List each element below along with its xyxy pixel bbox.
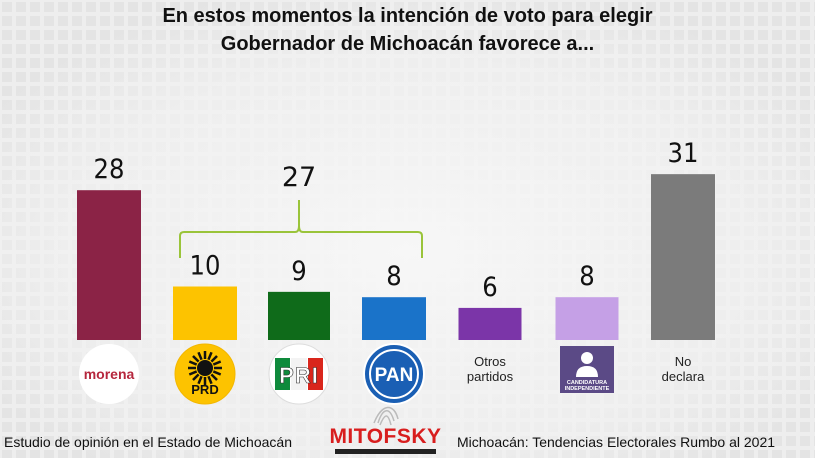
prd-sun-ray-11 (197, 351, 203, 361)
bracket-label: 27 (282, 162, 316, 193)
independiente-body (576, 366, 598, 377)
bar-0 (77, 190, 141, 340)
pri-white-stripe (291, 358, 307, 390)
prd-sun-ray-6 (192, 373, 200, 381)
otros-label-line1: Otros (474, 354, 506, 369)
independiente-head (581, 352, 593, 364)
title-line-1: En estos momentos la intención de voto p… (162, 5, 653, 27)
prd-sun-ray-5 (197, 375, 203, 385)
brand-subbar (335, 449, 436, 454)
bar-2 (268, 291, 330, 340)
pan-logo-icon (363, 343, 425, 405)
prd-logo-label: PRD (191, 382, 218, 397)
morena-logo-icon (79, 344, 139, 404)
bar-3 (362, 297, 426, 340)
otros-label-line2: partidos (467, 369, 514, 384)
independiente-label-line1: CANDIDATURA (567, 380, 607, 386)
prd-sun-ray-9 (188, 360, 198, 366)
data-label-5: 8 (579, 261, 594, 292)
morena-logo-label: morena (84, 366, 135, 382)
data-label-4: 6 (482, 272, 497, 303)
brand-name: MITOFSKY (329, 425, 442, 448)
prd-sun-ray-14 (210, 355, 218, 363)
prd-sun-ray-10 (192, 355, 200, 363)
prd-sun-ray-15 (212, 360, 222, 366)
independiente-label-line2: INDEPENDIENTE (565, 386, 610, 392)
prd-sun-ray-2 (210, 373, 218, 381)
pan-logo-label: PAN (375, 365, 414, 386)
footer-trends-text: Michoacán: Tendencias Electorales Rumbo … (457, 434, 776, 450)
no-declara-label-line1: No (675, 354, 692, 369)
prd-sun-center (197, 360, 213, 376)
pri-red-stripe (308, 358, 323, 390)
bar-5 (555, 297, 619, 340)
no-declara-label-line2: declara (662, 369, 705, 384)
bar-1 (173, 286, 237, 340)
mitofsky-logo: MITOFSKY (328, 403, 443, 455)
title-line-2: Gobernador de Michoacán favorece a... (220, 33, 595, 55)
data-label-0: 28 (94, 154, 125, 185)
data-label-2: 9 (291, 256, 306, 287)
pan-logo-ring (369, 349, 419, 399)
bar-4 (458, 307, 522, 340)
pri-logo-label: PRI (279, 363, 319, 388)
bar-6 (651, 174, 715, 340)
mitofsky-emblem-icon (373, 406, 399, 426)
data-label-6: 31 (668, 138, 699, 169)
group-bracket (179, 200, 423, 258)
data-label-1: 10 (190, 251, 221, 282)
prd-sun-ray-3 (207, 375, 213, 385)
prd-sun-ray-7 (188, 370, 198, 376)
pri-green-stripe (275, 358, 290, 390)
prd-sun-ray-13 (207, 351, 213, 361)
footer-study-text: Estudio de opinión en el Estado de Micho… (4, 434, 292, 450)
data-label-3: 8 (386, 261, 401, 292)
prd-sun-ray-1 (212, 370, 222, 376)
chart-title: En estos momentos la intención de voto p… (0, 2, 815, 58)
